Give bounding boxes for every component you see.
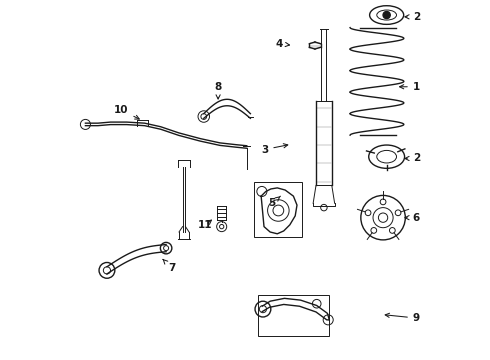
Text: 10: 10 [114,105,139,119]
Text: 1: 1 [399,82,420,92]
Text: 4: 4 [275,39,290,49]
Circle shape [383,12,390,19]
Text: 3: 3 [261,144,288,154]
Text: 2: 2 [405,12,420,22]
Text: 8: 8 [215,82,222,99]
Text: 2: 2 [405,153,420,163]
Bar [254,182,302,237]
Text: 5: 5 [268,196,280,208]
Text: 9: 9 [385,313,420,323]
Text: 11: 11 [198,220,213,230]
Text: 7: 7 [163,259,175,273]
Bar [258,295,329,336]
Text: 6: 6 [405,213,420,222]
